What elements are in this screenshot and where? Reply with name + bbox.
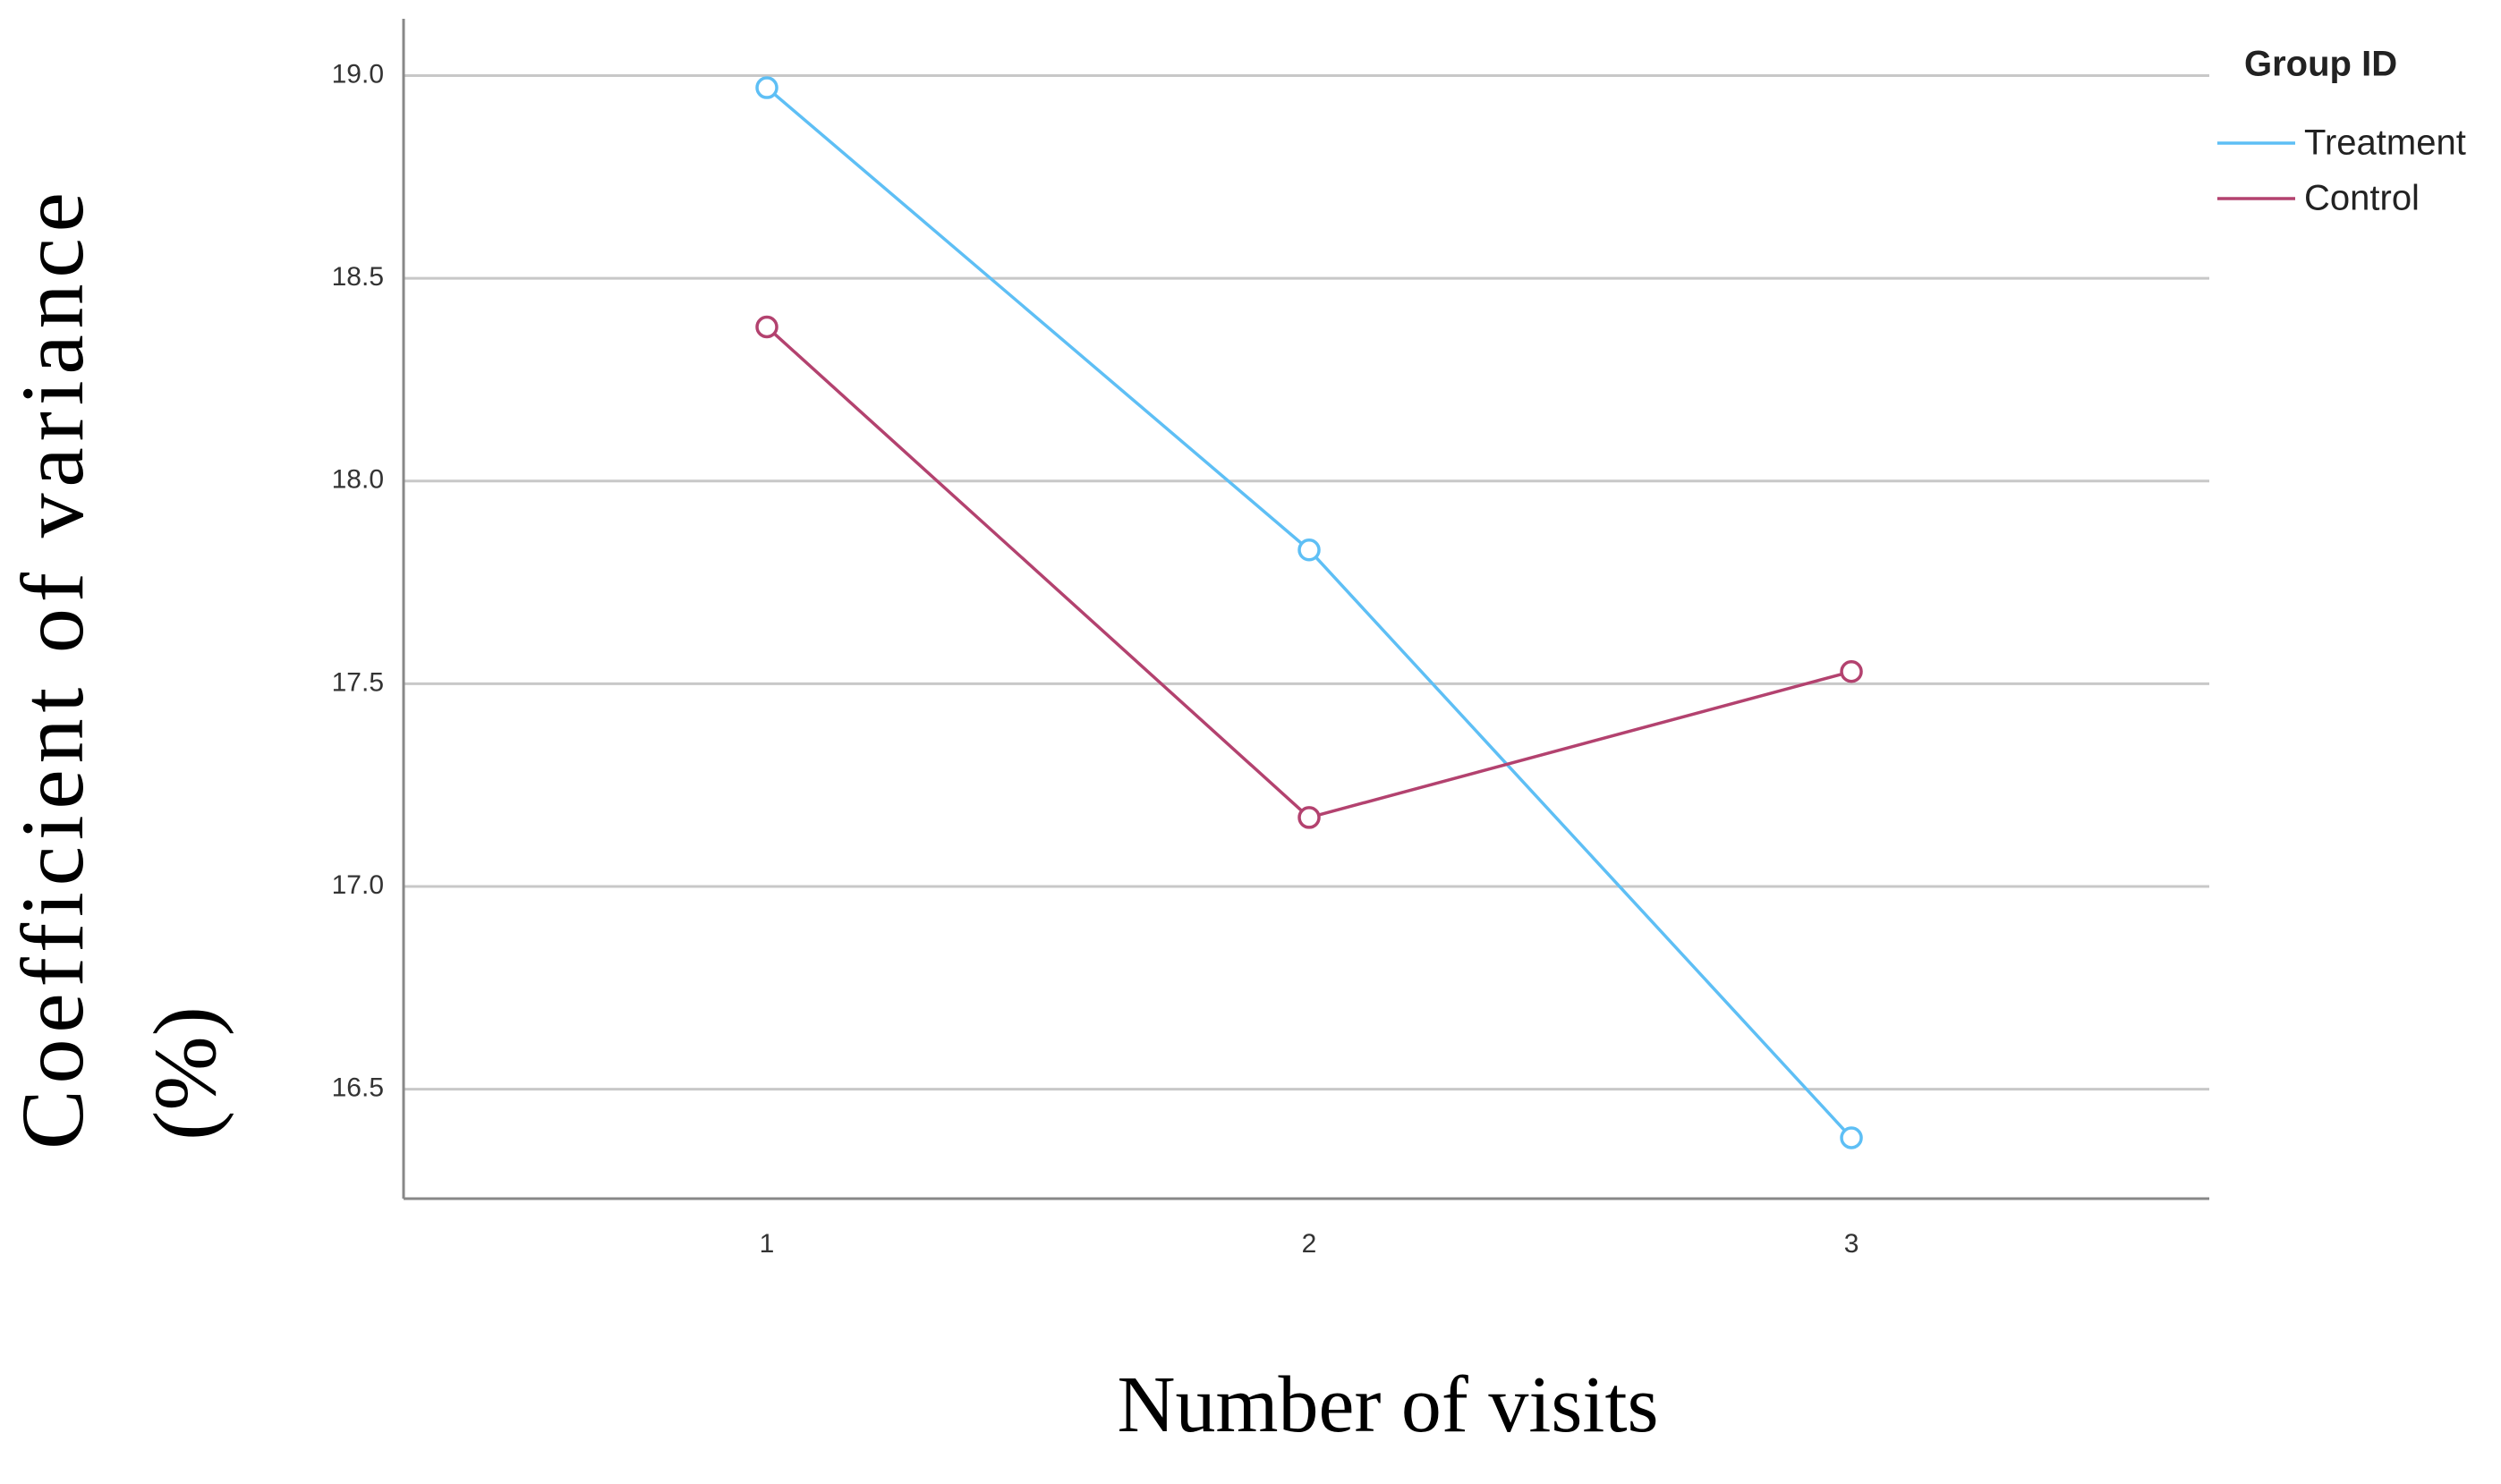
y-tick-label: 16.5 — [332, 1073, 384, 1103]
series-line — [765, 86, 1853, 1140]
data-point — [1297, 538, 1321, 562]
legend-title: Group ID — [2244, 45, 2397, 84]
series-line — [765, 326, 1852, 819]
y-tick-label: 17.5 — [332, 667, 384, 697]
data-point — [755, 76, 778, 99]
legend-label: Control — [2304, 179, 2420, 218]
x-axis-title: Number of visits — [1118, 1361, 1659, 1449]
x-tick-label: 1 — [760, 1229, 775, 1259]
data-point — [1840, 1126, 1863, 1149]
legend-label: Treatment — [2304, 123, 2466, 163]
y-tick-label: 18.0 — [332, 465, 384, 495]
data-point — [1297, 806, 1321, 829]
y-axis-title: (%) — [135, 1006, 234, 1141]
data-point — [1840, 660, 1863, 683]
x-tick-label: 3 — [1844, 1229, 1859, 1259]
y-tick-label: 18.5 — [332, 262, 384, 292]
y-axis-title: Coefficient of variance — [3, 192, 102, 1149]
x-tick-label: 2 — [1302, 1229, 1317, 1259]
y-tick-label: 19.0 — [332, 59, 384, 89]
y-tick-label: 17.0 — [332, 870, 384, 900]
data-point — [755, 315, 778, 339]
